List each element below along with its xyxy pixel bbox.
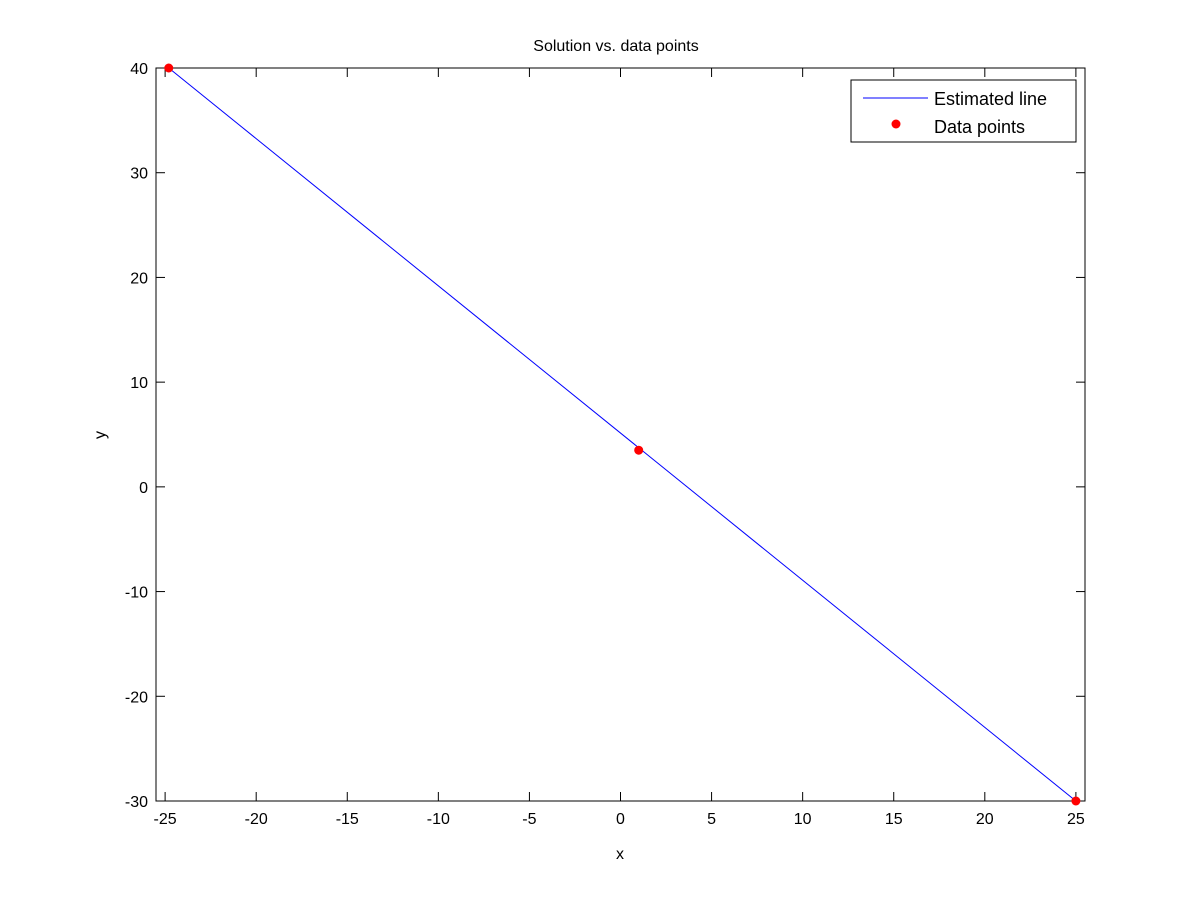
x-axis-ticks: -25 -20 -15 -10 -5 0 5 10 15 20 25 [154,68,1085,828]
x-tick-label: 5 [707,811,716,828]
x-axis-label: x [616,846,624,863]
y-tick-label: -20 [125,689,148,706]
plot-frame [155,67,1086,802]
y-tick-label: 40 [130,61,148,78]
legend-box [850,79,1077,143]
legend-label-points: Data points [934,117,1025,137]
y-axis-ticks: -30 -20 -10 0 10 20 30 40 [125,61,1085,811]
x-tick-label: 10 [794,811,812,828]
chart-title: Solution vs. data points [533,38,698,55]
y-tick-label: 0 [139,480,148,497]
y-tick-label: 30 [130,166,148,183]
x-tick-label: -10 [427,811,450,828]
data-point-marker [1071,796,1081,806]
legend-label-line: Estimated line [934,89,1047,109]
y-tick-label: -30 [125,794,148,811]
legend-marker-swatch [891,119,901,129]
data-point-marker [634,445,644,455]
series-layer [164,63,1081,806]
y-tick-label: 20 [130,270,148,287]
x-tick-label: -15 [336,811,359,828]
x-tick-label: 20 [976,811,994,828]
x-tick-label: 25 [1067,811,1085,828]
x-tick-label: 0 [616,811,625,828]
y-tick-label: -10 [125,585,148,602]
legend: Estimated line Data points [850,79,1077,143]
data-point-marker [164,63,174,73]
y-tick-label: 10 [130,375,148,392]
x-tick-label: 15 [885,811,903,828]
x-tick-label: -25 [154,811,177,828]
x-tick-label: -5 [522,811,536,828]
x-tick-label: -20 [245,811,268,828]
y-axis-label: y [92,431,109,439]
estimated-line-series [168,67,1077,802]
